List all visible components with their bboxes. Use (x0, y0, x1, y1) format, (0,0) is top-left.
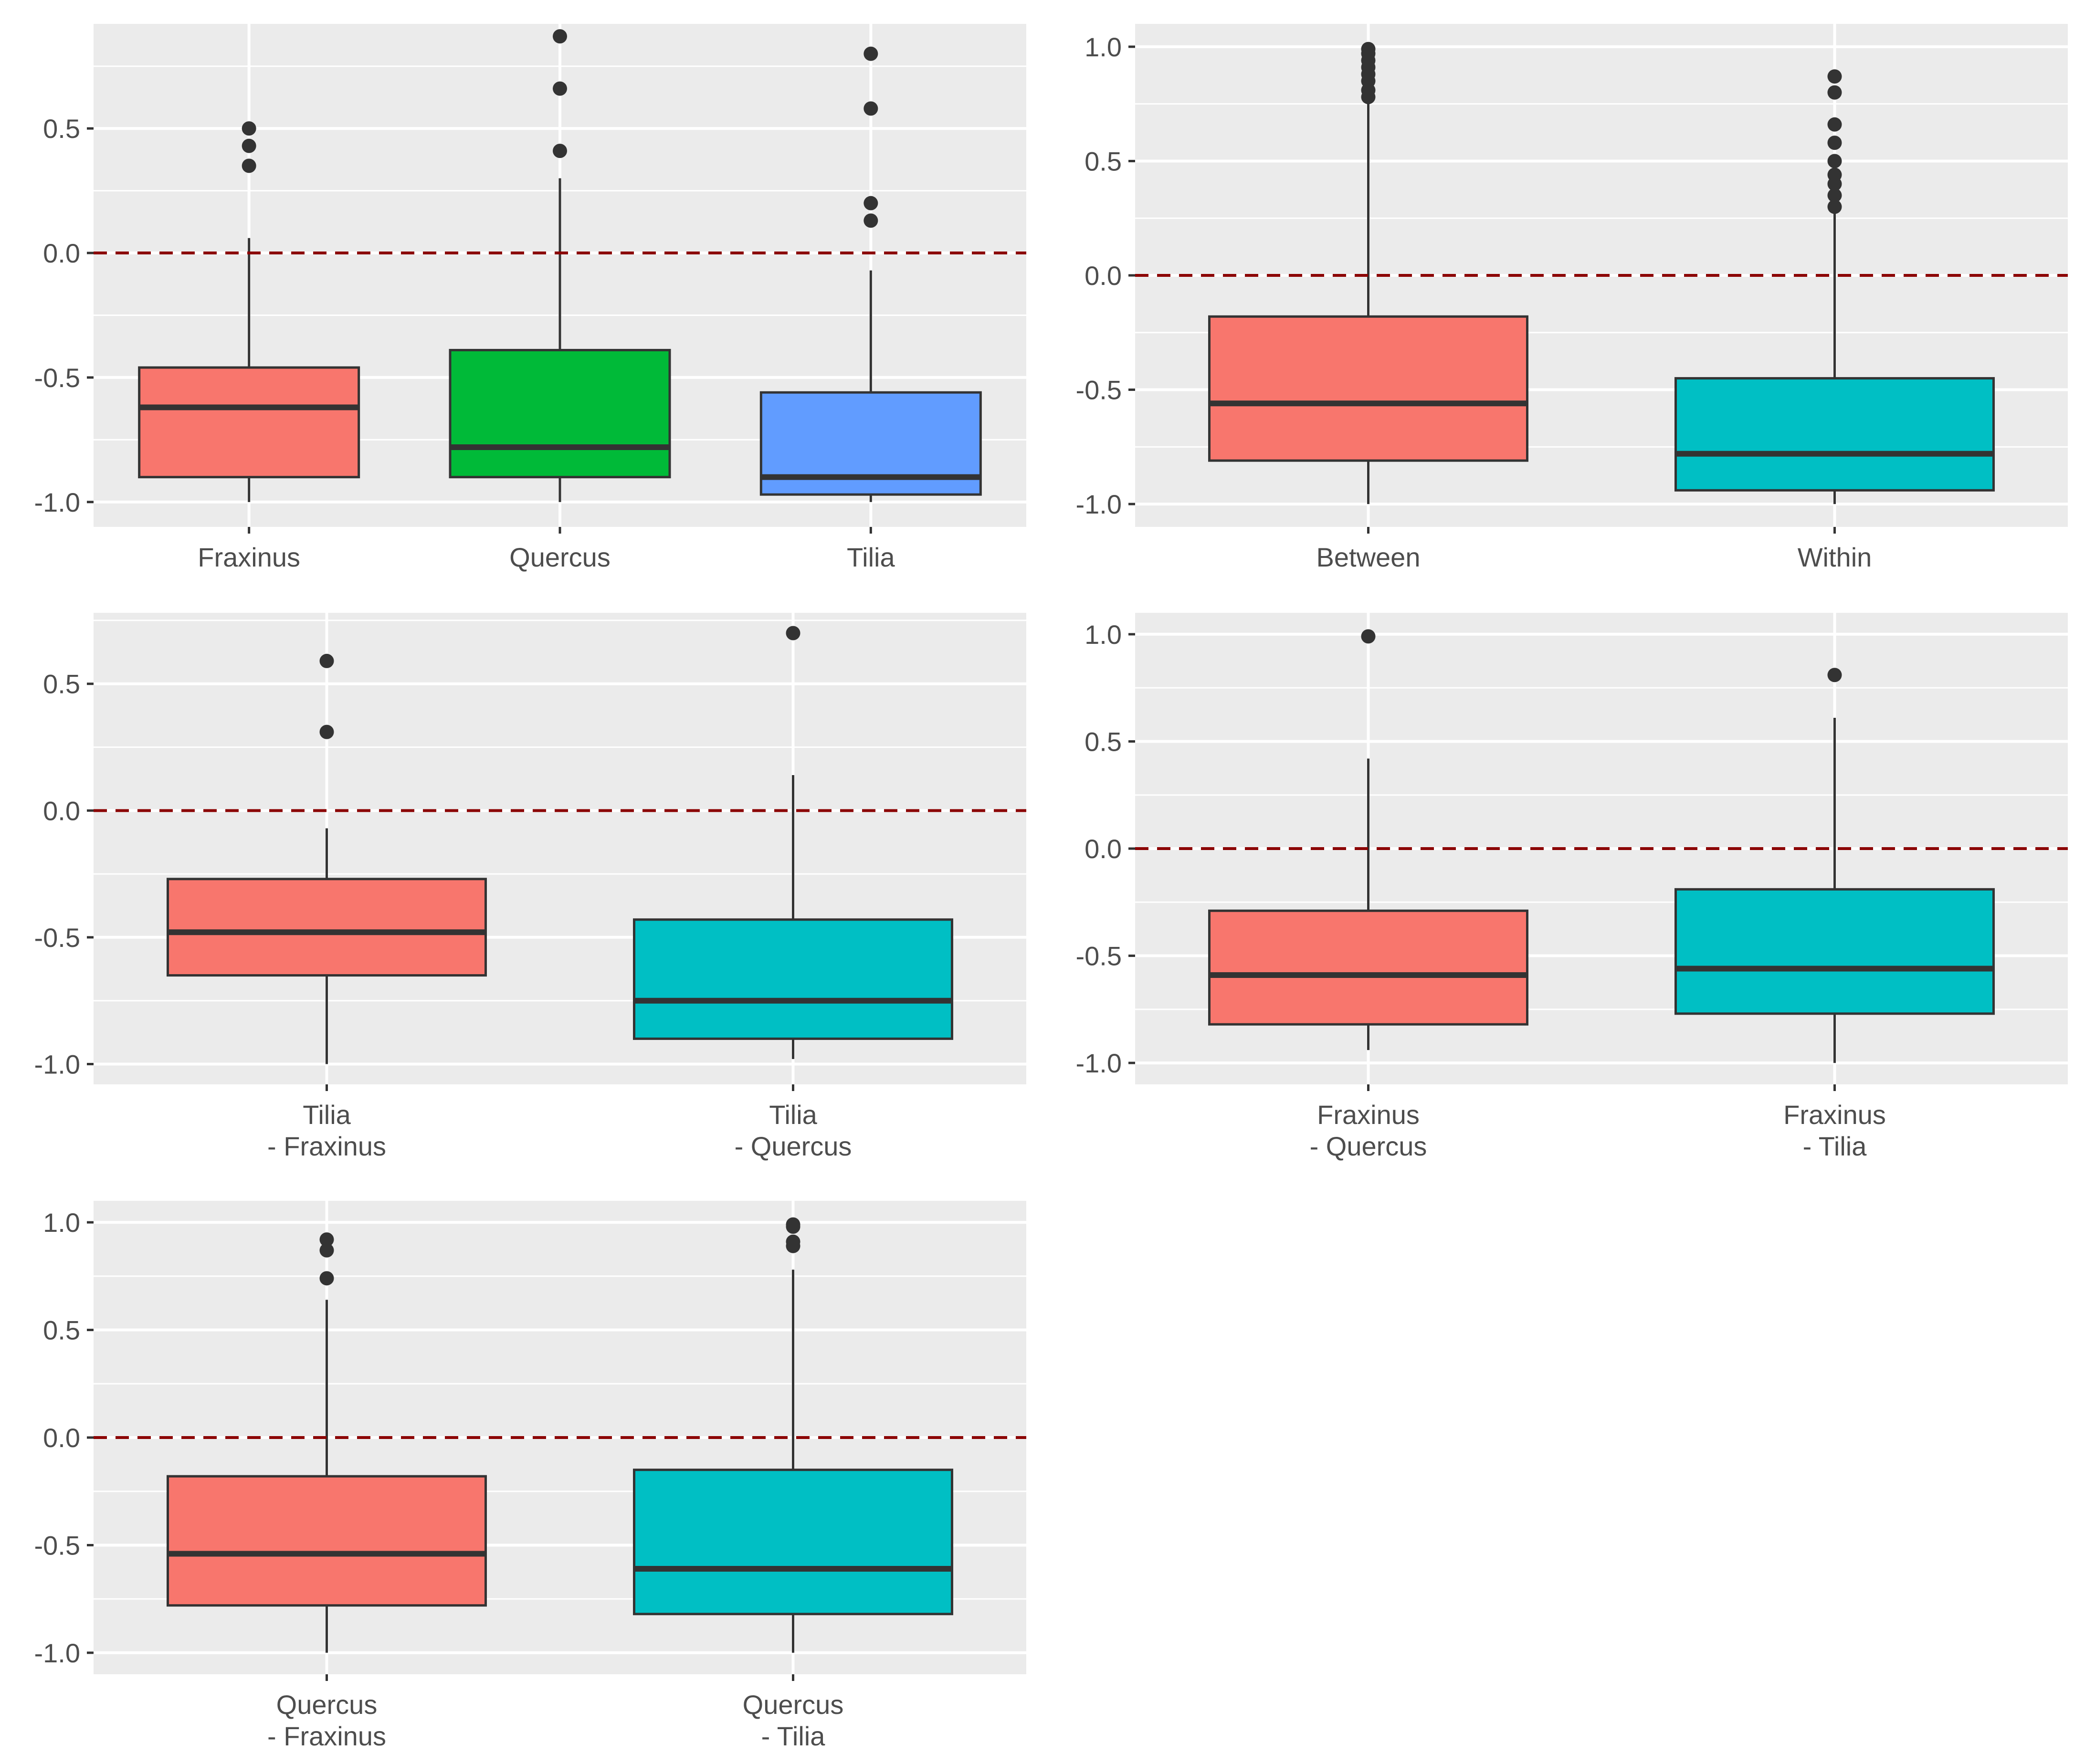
outlier-point (1827, 168, 1842, 182)
box-2 (633, 1217, 953, 1653)
outlier-point (1361, 42, 1376, 56)
y-tick-label: 0.5 (1085, 146, 1122, 176)
box-1 (138, 121, 360, 502)
x-tick-label: Fraxinus (1317, 1100, 1420, 1130)
x-tick-label: Between (1316, 542, 1421, 572)
y-tick-label: 0.0 (1085, 261, 1122, 291)
outlier-point (553, 144, 567, 158)
outlier-point (553, 29, 567, 44)
x-tick-label: - Fraxinus (267, 1721, 386, 1751)
y-tick-label: 0.0 (1085, 834, 1122, 864)
y-tick-label: -1.0 (34, 487, 81, 517)
x-tick-label: Fraxinus (1783, 1100, 1886, 1130)
outlier-point (1827, 188, 1842, 203)
x-tick-label: - Quercus (1310, 1131, 1427, 1161)
outlier-point (1361, 629, 1376, 644)
box-iqr (1674, 888, 1995, 1015)
y-tick-label: -0.5 (1076, 941, 1122, 971)
box-2 (1674, 668, 1995, 1063)
outlier-point (1827, 136, 1842, 150)
outlier-point (242, 138, 256, 153)
box-iqr (1674, 377, 1995, 492)
outlier-point (1827, 69, 1842, 84)
x-tick-label: Tilia (303, 1100, 351, 1130)
outlier-point (786, 1234, 800, 1249)
y-tick-label: 1.0 (1085, 32, 1122, 62)
box-iqr (167, 1475, 487, 1607)
box-iqr (633, 1469, 953, 1616)
box-1 (167, 653, 487, 1064)
x-tick-label: - Quercus (735, 1131, 852, 1161)
outlier-point (863, 46, 878, 61)
outlier-point (319, 1232, 334, 1247)
outlier-point (863, 101, 878, 116)
box-2 (633, 626, 953, 1059)
box-1 (1208, 42, 1528, 504)
y-tick-label: 0.5 (43, 114, 80, 144)
box-iqr (1208, 909, 1528, 1026)
outlier-point (1827, 117, 1842, 132)
box-1 (1208, 629, 1528, 1050)
outlier-point (319, 724, 334, 739)
box-iqr (1208, 315, 1528, 462)
y-tick-label: -1.0 (34, 1638, 81, 1668)
y-tick-label: -0.5 (1076, 375, 1122, 405)
x-tick-label: - Fraxinus (267, 1131, 386, 1161)
outlier-point (1827, 154, 1842, 168)
panel-2: -1.0 -0.5 0.0 0.5 1.0 Between Within (1076, 24, 2068, 572)
x-tick-label: - Tilia (1803, 1131, 1867, 1161)
box-2 (449, 29, 671, 502)
outlier-point (319, 653, 334, 668)
y-tick-label: 1.0 (43, 1208, 80, 1238)
x-tick-label: Fraxinus (198, 542, 300, 572)
y-tick-label: -1.0 (1076, 489, 1122, 519)
x-tick-label: Tilia (769, 1100, 817, 1130)
y-tick-label: 0.5 (43, 669, 80, 699)
outlier-point (863, 196, 878, 210)
y-tick-label: 0.0 (43, 238, 80, 268)
box-iqr (138, 366, 360, 479)
outlier-point (242, 121, 256, 136)
panel-1: -1.0 -0.5 0.0 0.5 Fraxinus Quercus Tilia (34, 24, 1026, 572)
box-iqr (633, 918, 953, 1040)
y-tick-label: -0.5 (34, 1530, 81, 1560)
outlier-point (1827, 668, 1842, 682)
outlier-point (863, 213, 878, 228)
x-tick-label: Quercus (276, 1690, 378, 1720)
outlier-point (242, 158, 256, 173)
box-3 (759, 46, 982, 502)
x-tick-label: Quercus (509, 542, 611, 572)
outlier-point (1827, 200, 1842, 214)
outlier-point (1827, 85, 1842, 100)
box-iqr (449, 349, 671, 479)
x-tick-label: Quercus (743, 1690, 844, 1720)
y-tick-label: -0.5 (34, 363, 81, 393)
outlier-point (319, 1243, 334, 1258)
y-tick-label: 0.0 (43, 1423, 80, 1453)
box-iqr (167, 878, 487, 977)
x-tick-label: - Tilia (761, 1721, 826, 1751)
box-2 (1674, 69, 1995, 504)
y-tick-label: -1.0 (34, 1050, 81, 1080)
box-1 (167, 1232, 487, 1653)
y-tick-label: 1.0 (1085, 620, 1122, 650)
x-tick-label: Tilia (847, 542, 895, 572)
outlier-point (786, 1217, 800, 1232)
outlier-point (786, 626, 800, 640)
y-tick-label: 0.0 (43, 796, 80, 826)
y-tick-label: 0.5 (43, 1315, 80, 1345)
x-tick-label: Within (1798, 542, 1872, 572)
outlier-point (319, 1271, 334, 1286)
outlier-point (553, 81, 567, 96)
y-tick-label: 0.5 (1085, 726, 1122, 756)
y-tick-label: -1.0 (1076, 1048, 1122, 1078)
y-tick-label: -0.5 (34, 923, 81, 953)
